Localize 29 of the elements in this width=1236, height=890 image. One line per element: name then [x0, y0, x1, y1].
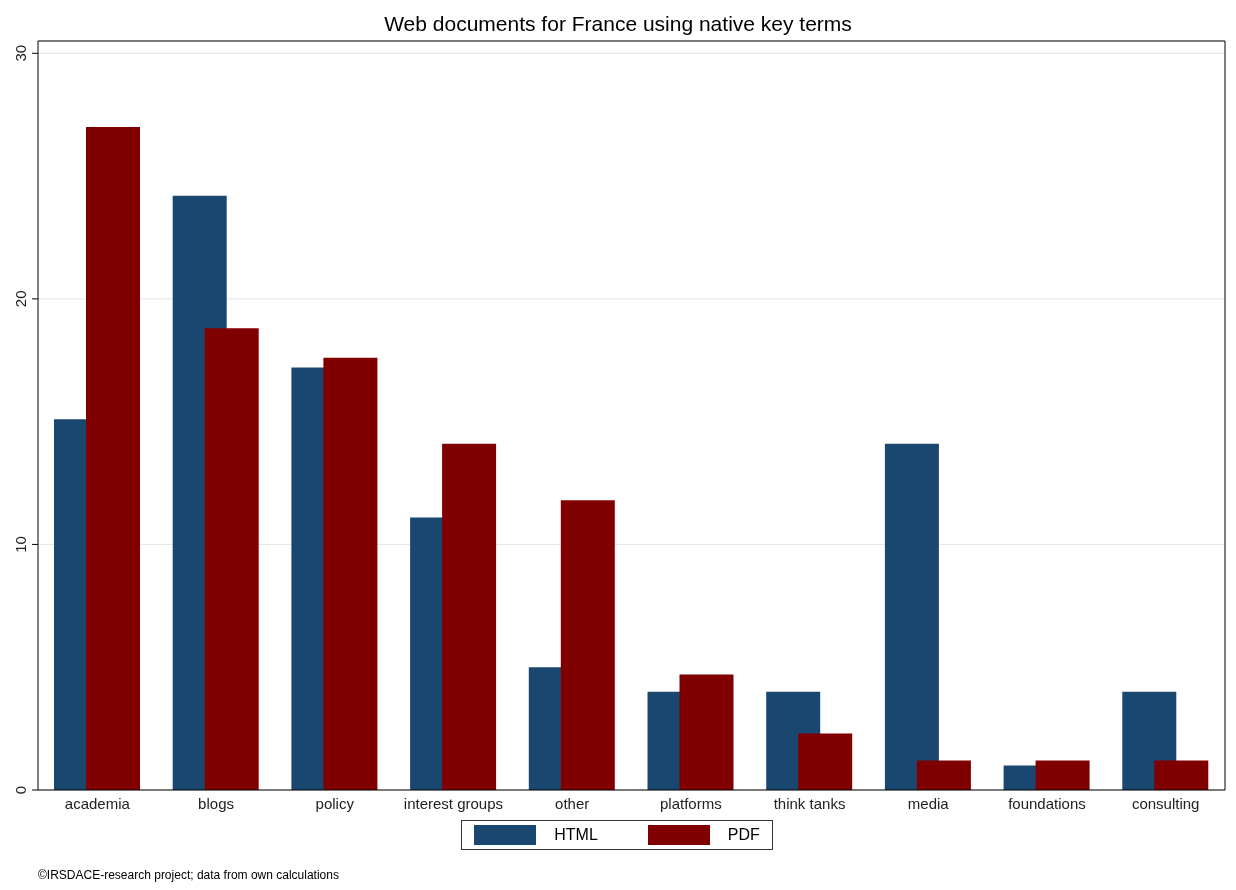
legend-label: HTML [554, 826, 598, 844]
x-tick-label: consulting [1131, 794, 1200, 812]
bar [1035, 760, 1090, 790]
bar [679, 674, 734, 790]
text: ©IRSDACE-research project; data from own calculations [38, 868, 339, 882]
x-tick-label: other [555, 794, 590, 812]
x-tick-label: blogs [198, 794, 234, 812]
bar [442, 443, 497, 790]
bar [884, 443, 939, 790]
bar [560, 500, 615, 790]
bar [204, 328, 259, 790]
x-tick-label: platforms [660, 794, 722, 812]
x-tick-label: policy [315, 794, 355, 812]
x-tick-label: foundations [1008, 794, 1086, 812]
bar [1154, 760, 1209, 790]
x-tick-label: media [907, 794, 950, 812]
chart-title: Web documents for France using native key terms [383, 11, 853, 37]
x-tick-label: interest groups [403, 794, 504, 812]
y-tick-label: 30 [12, 44, 29, 62]
x-tick-label: academia [64, 794, 131, 812]
y-tick-label: 20 [12, 290, 29, 308]
bar [916, 760, 971, 790]
y-tick-label: 10 [12, 536, 29, 553]
bar [798, 733, 853, 790]
legend-label: PDF [727, 826, 760, 844]
bar [86, 126, 140, 790]
bar [323, 357, 378, 790]
y-tick-label: 0 [12, 785, 29, 795]
x-tick-label: think tanks [773, 794, 846, 812]
